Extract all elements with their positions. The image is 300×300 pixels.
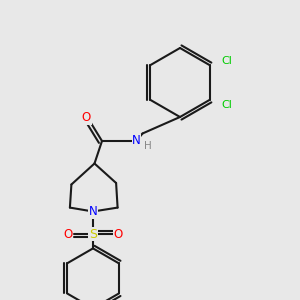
Text: Cl: Cl (222, 56, 233, 66)
Text: O: O (113, 227, 122, 241)
Text: N: N (132, 134, 141, 148)
Text: O: O (64, 227, 73, 241)
Text: N: N (88, 205, 98, 218)
Text: Cl: Cl (221, 100, 232, 110)
Text: O: O (82, 111, 91, 124)
Text: S: S (89, 227, 97, 241)
Text: H: H (144, 141, 152, 152)
